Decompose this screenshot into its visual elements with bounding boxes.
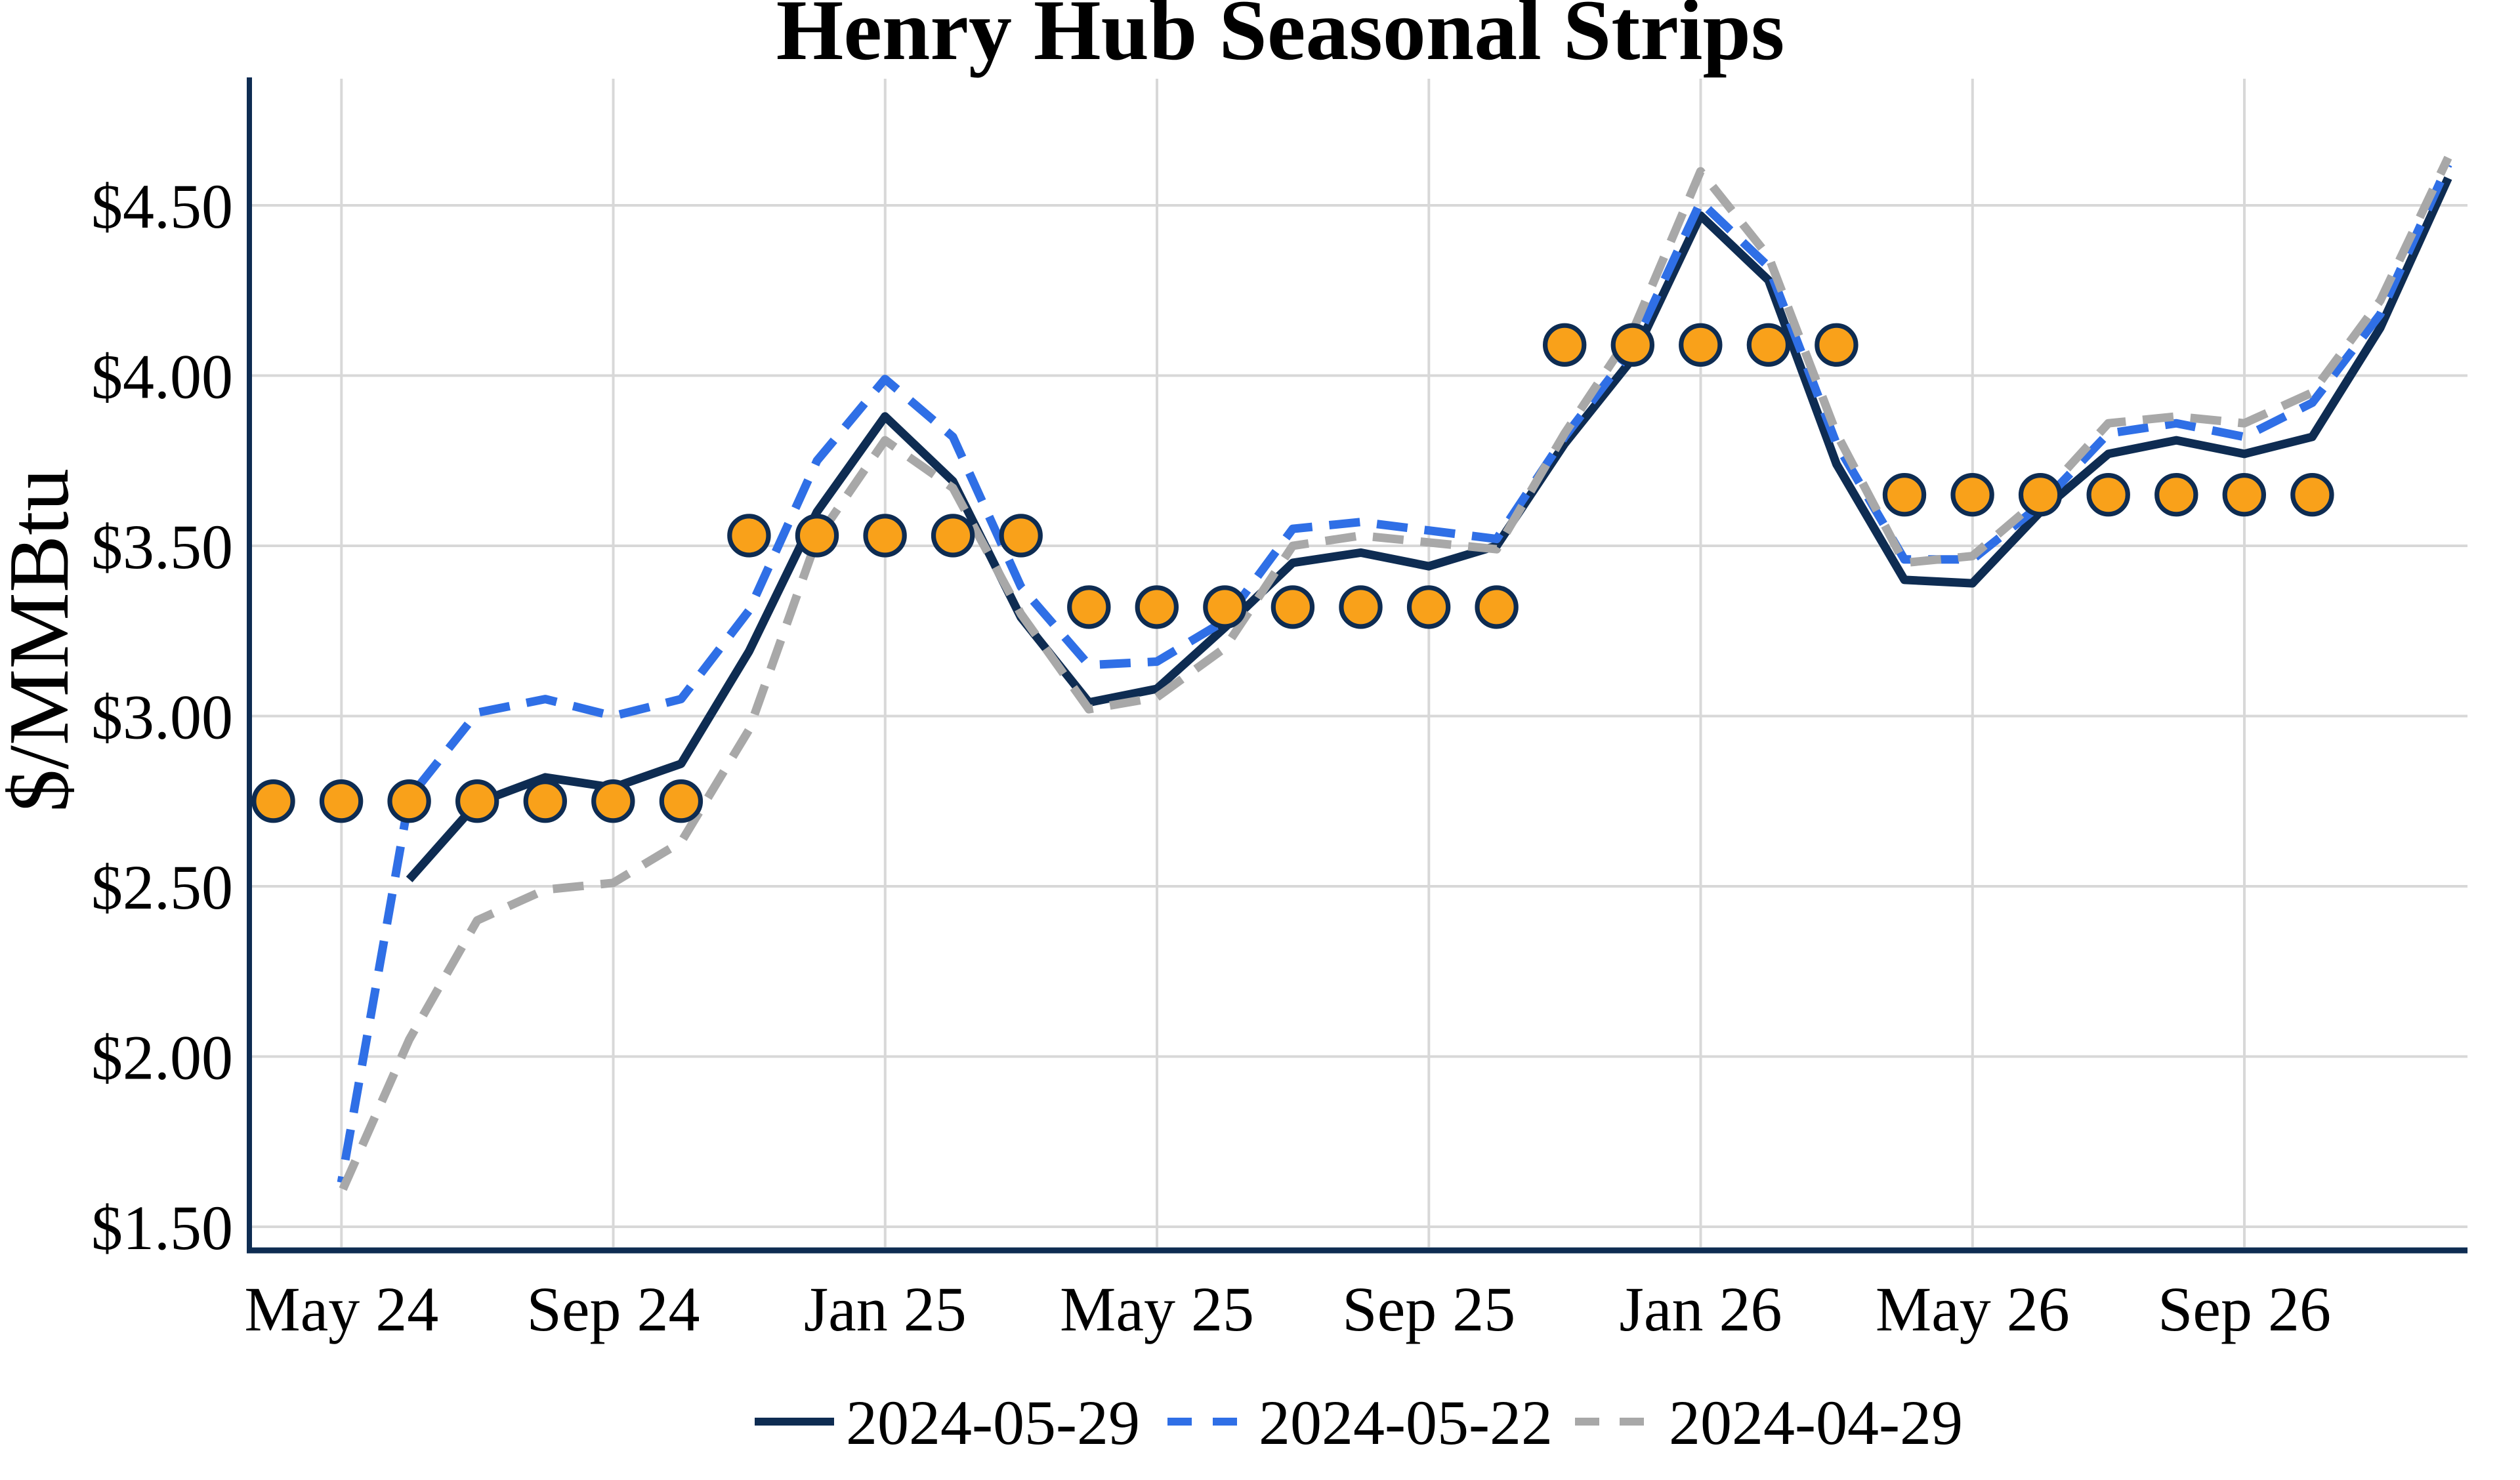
svg-text:May 26: May 26 [1876, 1274, 2070, 1344]
svg-text:$3.00: $3.00 [91, 682, 233, 752]
svg-text:Jan 26: Jan 26 [1620, 1274, 1782, 1344]
svg-text:Henry Hub Seasonal Strips: Henry Hub Seasonal Strips [776, 0, 1785, 78]
svg-text:Sep 26: Sep 26 [2158, 1274, 2331, 1344]
svg-text:2024-05-29: 2024-05-29 [846, 1388, 1140, 1458]
svg-text:Jan 25: Jan 25 [804, 1274, 967, 1344]
svg-text:2024-05-22: 2024-05-22 [1259, 1388, 1553, 1458]
svg-text:$4.50: $4.50 [91, 171, 233, 241]
svg-text:$/MMBtu: $/MMBtu [0, 468, 87, 812]
svg-text:2024-04-29: 2024-04-29 [1669, 1388, 1963, 1458]
svg-text:$2.00: $2.00 [91, 1023, 233, 1093]
svg-text:Sep 24: Sep 24 [527, 1274, 700, 1344]
svg-text:$3.50: $3.50 [91, 512, 233, 582]
svg-text:$1.50: $1.50 [91, 1193, 233, 1263]
svg-text:$4.00: $4.00 [91, 342, 233, 412]
svg-text:May 25: May 25 [1060, 1274, 1254, 1344]
svg-text:May 24: May 24 [244, 1274, 438, 1344]
svg-text:Sep 25: Sep 25 [1342, 1274, 1515, 1344]
svg-text:$2.50: $2.50 [91, 852, 233, 922]
